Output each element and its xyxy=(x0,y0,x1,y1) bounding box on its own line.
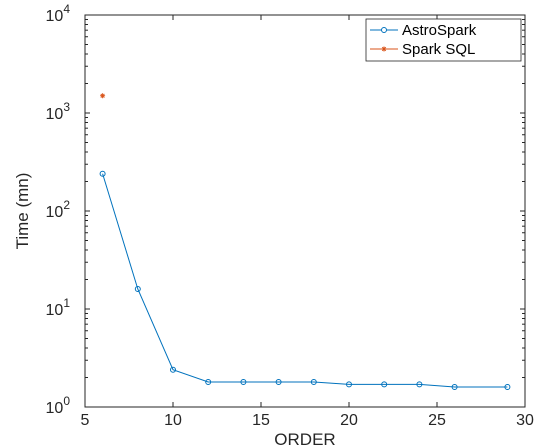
plot-frame xyxy=(84,14,526,408)
astrospark-point xyxy=(416,381,423,388)
plot-area xyxy=(85,15,525,407)
legend: AstroSpark Spark SQL xyxy=(365,18,522,62)
astrospark-point xyxy=(205,378,212,385)
legend-label: AstroSpark xyxy=(402,22,477,39)
series-layer xyxy=(99,93,511,390)
astrospark-point xyxy=(275,378,282,385)
x-tick-label: 25 xyxy=(428,412,446,429)
x-tick-label: 30 xyxy=(516,412,534,429)
y-tick-label: 104 xyxy=(46,2,71,25)
y-tick-label: 103 xyxy=(46,100,71,123)
legend-box xyxy=(365,18,522,62)
astrospark-point xyxy=(170,366,176,373)
astrospark-point xyxy=(346,381,352,388)
x-tick-labels: 5 10 15 20 25 30 xyxy=(81,412,534,429)
astrospark-point xyxy=(134,285,141,292)
x-tick-label: 5 xyxy=(81,412,90,429)
x-axis-label: ORDER xyxy=(274,430,335,448)
y-tick-label: 101 xyxy=(46,296,71,319)
y-tick-label: 102 xyxy=(46,198,71,221)
legend-item-spark-sql: Spark SQL xyxy=(370,41,475,58)
spark-sql-point xyxy=(100,93,106,99)
astrospark-point xyxy=(240,378,247,385)
legend-marker xyxy=(381,27,387,33)
astrospark-point xyxy=(381,381,388,388)
y-tick-labels: 100 101 102 103 104 xyxy=(46,2,71,417)
legend-label: Spark SQL xyxy=(402,41,475,58)
astrospark-point xyxy=(504,383,511,390)
astrospark-point xyxy=(99,170,106,177)
y-axis-label: Time (mn) xyxy=(13,173,32,250)
x-tick-label: 20 xyxy=(340,412,358,429)
x-tick-label: 15 xyxy=(252,412,270,429)
astrospark-point xyxy=(310,378,317,385)
y-tick-label: 100 xyxy=(46,394,71,417)
x-tick-label: 10 xyxy=(164,412,182,429)
legend-item-astrospark: AstroSpark xyxy=(370,22,477,39)
astrospark-line xyxy=(102,173,508,388)
legend-marker xyxy=(381,46,387,52)
astrospark-point xyxy=(451,383,458,390)
